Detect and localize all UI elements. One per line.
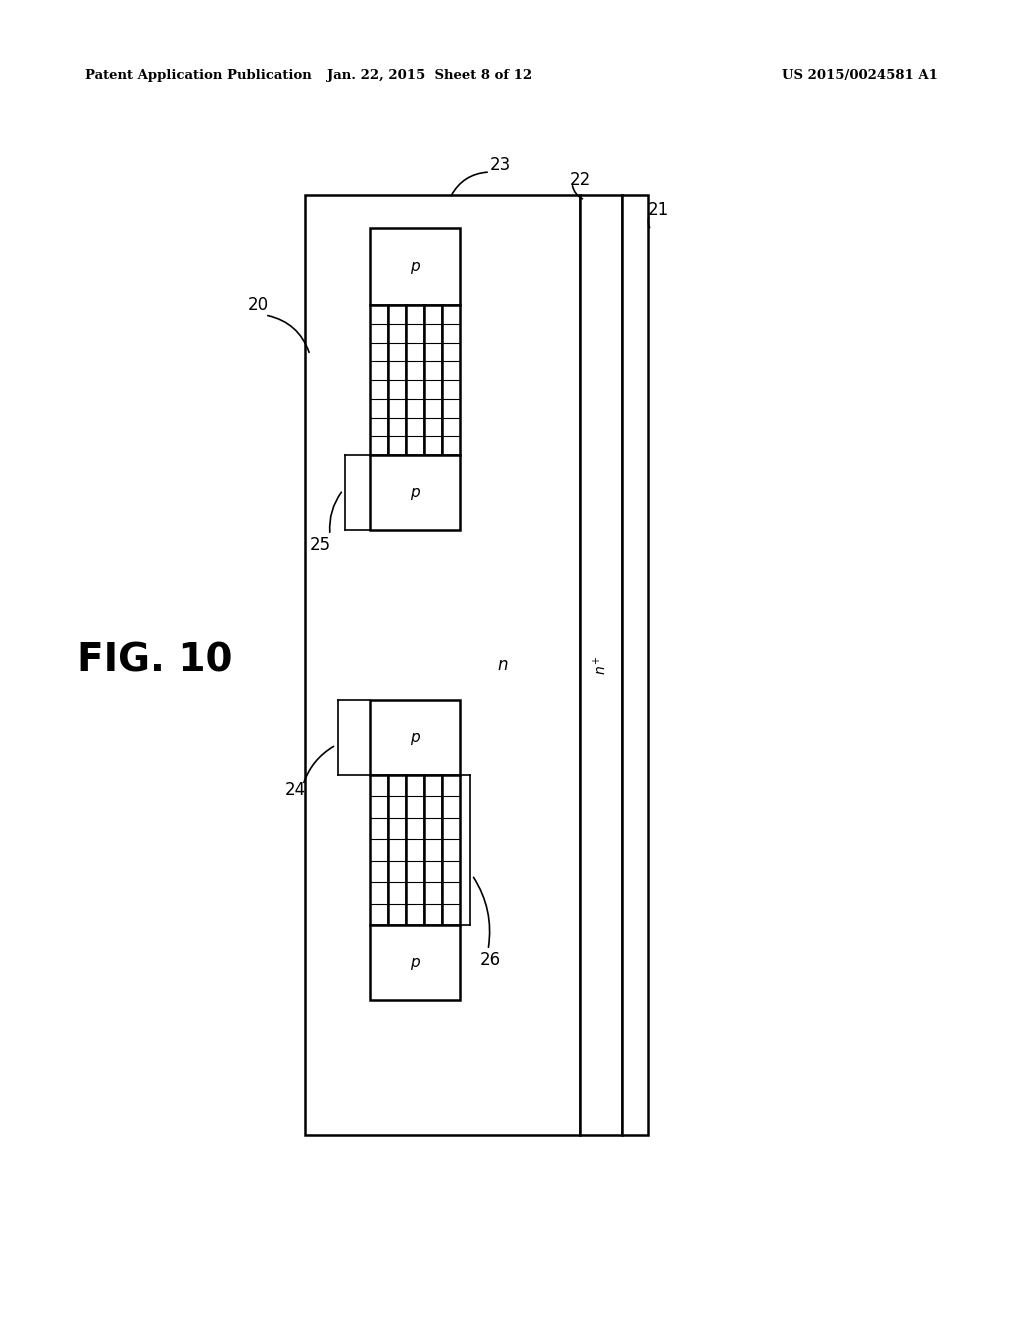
Bar [406, 775, 424, 925]
Text: p: p [411, 259, 420, 275]
Text: Jan. 22, 2015  Sheet 8 of 12: Jan. 22, 2015 Sheet 8 of 12 [328, 69, 532, 82]
Bar [424, 775, 442, 925]
Text: p: p [411, 954, 420, 970]
Bar [370, 700, 460, 775]
Text: n: n [498, 656, 508, 675]
Bar [424, 305, 442, 455]
Bar [406, 305, 424, 455]
Text: 23: 23 [489, 156, 511, 174]
Bar [305, 195, 580, 1135]
Text: 26: 26 [479, 950, 501, 969]
Text: p: p [411, 730, 420, 744]
Text: FIG. 10: FIG. 10 [77, 642, 232, 678]
Bar [370, 305, 388, 455]
Text: US 2015/0024581 A1: US 2015/0024581 A1 [782, 69, 938, 82]
Bar [622, 195, 648, 1135]
Text: p: p [411, 484, 420, 500]
Bar [370, 228, 460, 305]
Text: Patent Application Publication: Patent Application Publication [85, 69, 311, 82]
Bar [370, 925, 460, 1001]
Text: 20: 20 [248, 296, 268, 314]
Text: 21: 21 [647, 201, 669, 219]
Bar [370, 775, 388, 925]
Text: 25: 25 [309, 536, 331, 554]
Bar [580, 195, 622, 1135]
Text: 22: 22 [569, 172, 591, 189]
Text: 24: 24 [285, 781, 305, 799]
Bar [388, 775, 406, 925]
Bar [442, 775, 460, 925]
Bar [442, 305, 460, 455]
Bar [388, 305, 406, 455]
Bar [370, 455, 460, 531]
Text: n$^+$: n$^+$ [592, 655, 609, 675]
